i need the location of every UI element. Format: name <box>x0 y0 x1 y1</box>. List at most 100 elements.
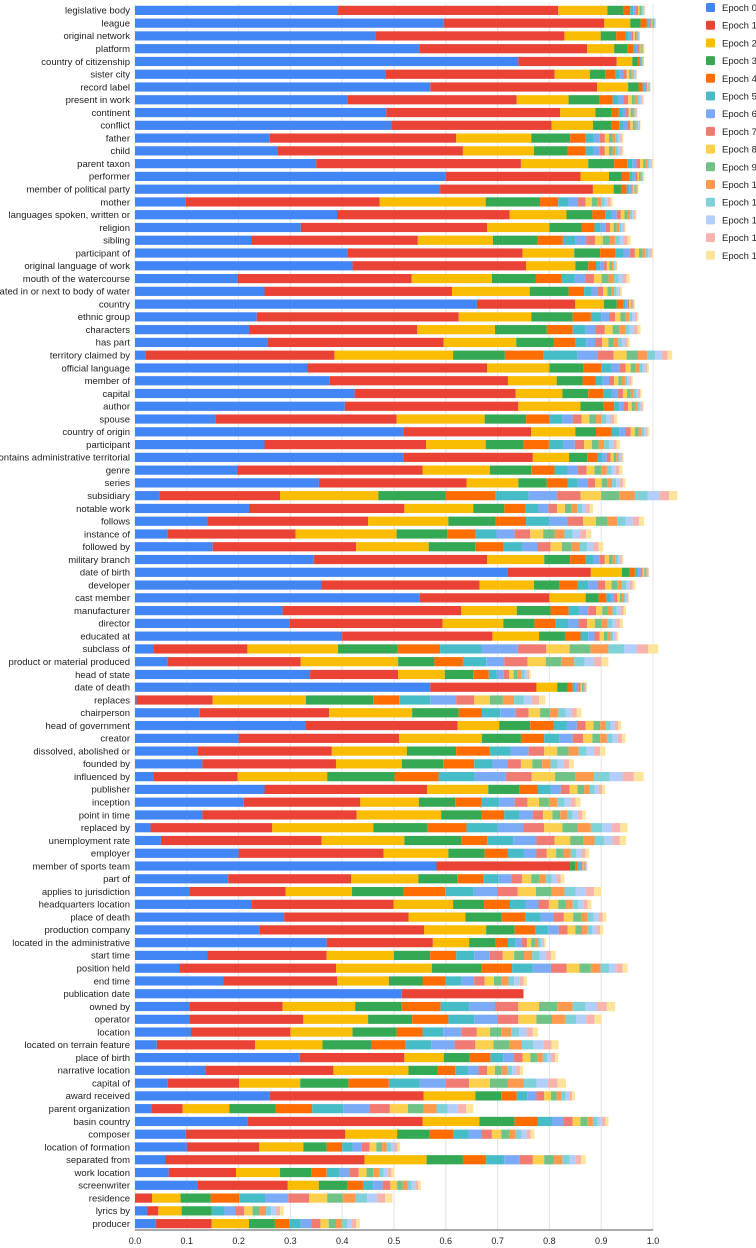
bar-segment-epoch-0 <box>135 465 238 475</box>
bar-segment-epoch-6 <box>474 1014 498 1024</box>
bar-segment-epoch-9 <box>407 1104 424 1114</box>
bar-segment-epoch-2 <box>211 1219 249 1229</box>
bar-segment-epoch-14 <box>532 1027 538 1037</box>
bar-segment-epoch-6 <box>550 784 561 795</box>
bar-segment-epoch-8 <box>594 235 603 245</box>
bar-segment-epoch-14 <box>640 120 641 130</box>
bar-segment-epoch-0 <box>135 5 339 15</box>
bar-segment-epoch-14 <box>644 5 646 15</box>
bar-segment-epoch-14 <box>616 631 619 641</box>
bar-segment-epoch-4 <box>614 159 628 169</box>
bar-segment-epoch-12 <box>367 1193 377 1203</box>
bar-segment-epoch-12 <box>586 861 587 871</box>
bar-segment-epoch-1 <box>238 733 400 743</box>
category-label: member of sports team <box>32 861 130 872</box>
bar-segment-epoch-5 <box>596 261 601 271</box>
bar-segment-epoch-12 <box>627 376 630 386</box>
bar-segment-epoch-2 <box>212 695 306 705</box>
bar-segment-epoch-14 <box>655 18 657 28</box>
bar-segment-epoch-10 <box>524 950 533 961</box>
bar-segment-epoch-2 <box>417 235 493 245</box>
bar-segment-epoch-9 <box>601 273 609 284</box>
bar-segment-epoch-12 <box>618 273 623 284</box>
bar-segment-epoch-0 <box>135 1001 190 1012</box>
bar-segment-epoch-10 <box>613 337 619 348</box>
bar-segment-epoch-6 <box>515 938 522 948</box>
bar-segment-epoch-6 <box>574 273 586 284</box>
bar-segment-epoch-14 <box>635 210 637 220</box>
bar-segment-epoch-7 <box>631 184 633 194</box>
bar-segment-epoch-8 <box>583 516 597 526</box>
bar-segment-epoch-14 <box>544 938 546 948</box>
bar-segment-epoch-14 <box>589 503 593 514</box>
bar-segment-epoch-12 <box>557 759 564 769</box>
category-label: separated from <box>66 1155 130 1166</box>
bar-segment-epoch-8 <box>491 1129 502 1139</box>
bar-segment-epoch-1 <box>159 491 281 501</box>
bar-segment-epoch-2 <box>427 784 489 795</box>
bar-segment-epoch-0 <box>135 784 265 795</box>
bar-segment-epoch-0 <box>135 925 260 935</box>
bar-segment-epoch-1 <box>189 1014 304 1024</box>
bar-segment-epoch-8 <box>487 1065 496 1075</box>
bar-segment-epoch-3 <box>488 784 520 795</box>
bar-segment-epoch-3 <box>595 107 612 118</box>
bar-segment-epoch-10 <box>619 325 626 335</box>
x-tick-label: 0.2 <box>232 1236 245 1246</box>
bar-segment-epoch-3 <box>569 452 588 462</box>
bar-segment-epoch-7 <box>382 1180 391 1190</box>
bar-segment-epoch-12 <box>547 1053 552 1063</box>
bar-segment-epoch-4 <box>436 1065 456 1075</box>
bar-segment-epoch-10 <box>584 784 590 795</box>
bar-segment-epoch-3 <box>180 1193 211 1203</box>
bar-segment-epoch-7 <box>637 44 640 54</box>
bar-segment-epoch-7 <box>650 18 652 28</box>
bar-segment-epoch-6 <box>339 1167 350 1178</box>
bar-segment-epoch-7 <box>481 1129 492 1139</box>
bar-segment-epoch-9 <box>629 69 632 79</box>
category-label: applies to jurisdiction <box>42 887 130 898</box>
bar-segment-epoch-3 <box>418 874 458 884</box>
bar-segment-epoch-13 <box>615 261 617 271</box>
bar-segment-epoch-1 <box>347 248 523 258</box>
bar-segment-epoch-11 <box>584 682 586 692</box>
bar-segment-epoch-0 <box>135 899 253 909</box>
bar-segment-epoch-3 <box>318 1180 348 1190</box>
bar-segment-epoch-8 <box>630 120 633 130</box>
bar-segment-epoch-2 <box>237 772 328 782</box>
category-label: creator <box>100 734 130 745</box>
bar-segment-epoch-3 <box>280 1167 312 1178</box>
x-tick-label: 0.5 <box>388 1236 401 1246</box>
bar-segment-epoch-5 <box>490 1053 504 1063</box>
bar-segment-epoch-1 <box>167 529 296 539</box>
bar-segment-epoch-6 <box>352 1142 362 1152</box>
legend-swatch-epoch-11 <box>706 197 715 207</box>
bar-segment-epoch-0 <box>135 31 376 41</box>
bar-segment-epoch-13 <box>275 1206 281 1216</box>
bar-segment-epoch-13 <box>618 286 621 296</box>
bar-segment-epoch-6 <box>563 440 575 450</box>
bar-segment-epoch-2 <box>287 1180 319 1190</box>
x-tick-label: 0.1 <box>181 1236 194 1246</box>
bar-segment-epoch-7 <box>445 1078 470 1088</box>
bar-segment-epoch-4 <box>611 120 620 130</box>
bar-segment-epoch-9 <box>252 1206 260 1216</box>
bar-segment-epoch-14 <box>622 478 626 488</box>
bar-segment-epoch-12 <box>447 1104 458 1114</box>
category-label: location of formation <box>44 1142 130 1153</box>
bar-segment-epoch-12 <box>539 950 546 961</box>
bar-segment-epoch-13 <box>526 1027 533 1037</box>
bar-segment-epoch-13 <box>616 618 620 628</box>
bar-segment-epoch-9 <box>540 708 550 718</box>
bar-segment-epoch-5 <box>585 146 594 156</box>
bar-segment-epoch-4 <box>582 376 596 386</box>
bar-segment-epoch-3 <box>557 682 568 692</box>
bar-segment-epoch-8 <box>543 810 553 820</box>
bar-segment-epoch-10 <box>557 1001 573 1012</box>
bar-segment-epoch-3 <box>491 273 536 284</box>
bar-segment-epoch-9 <box>631 95 635 105</box>
bar-segment-epoch-5 <box>555 618 569 628</box>
bar-segment-epoch-1 <box>352 261 527 271</box>
bar-segment-epoch-7 <box>614 593 618 603</box>
bar-segment-epoch-10 <box>632 107 635 118</box>
